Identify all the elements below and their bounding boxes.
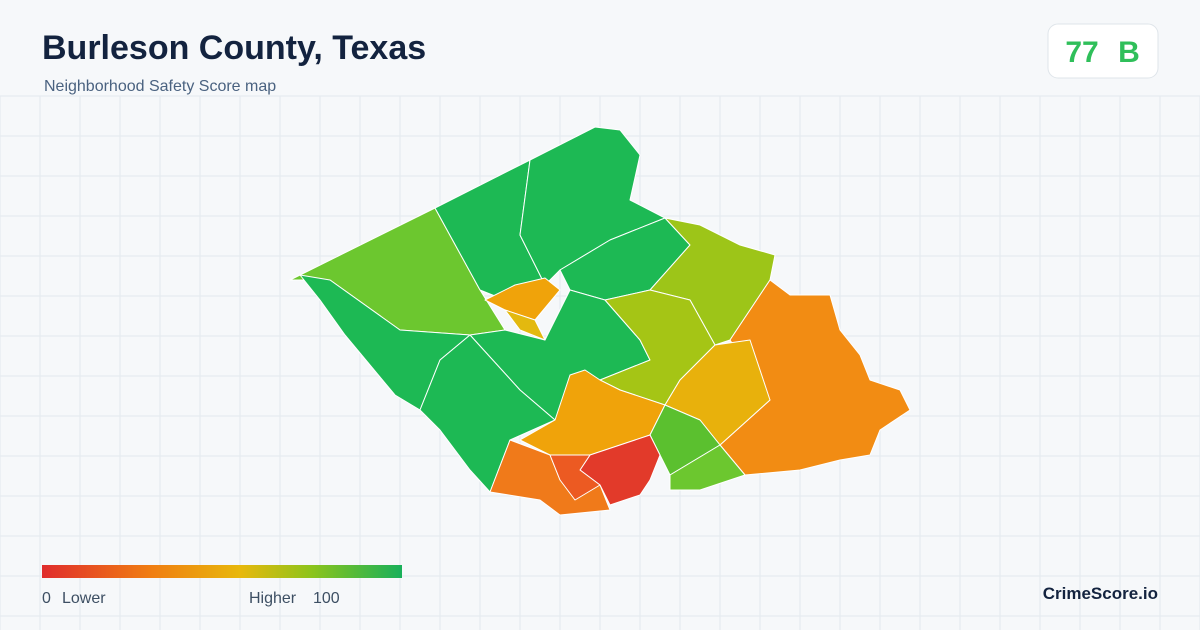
legend-max-label: Higher [249, 590, 297, 607]
legend-scale [42, 565, 402, 578]
map-region [549, 454, 601, 501]
legend-min-label: Lower [62, 590, 106, 607]
score-grade: B [1118, 36, 1140, 69]
title: Burleson County, Texas [42, 29, 426, 67]
map-region [504, 309, 546, 341]
subtitle: Neighborhood Safety Score map [44, 78, 276, 95]
map-region [669, 444, 746, 491]
legend-max: 100 [313, 590, 340, 607]
brand: CrimeScore.io [1043, 584, 1158, 603]
score-value: 77 [1065, 36, 1098, 69]
county-map [289, 126, 911, 516]
score-badge [1047, 23, 1159, 79]
legend-min: 0 [42, 590, 51, 607]
